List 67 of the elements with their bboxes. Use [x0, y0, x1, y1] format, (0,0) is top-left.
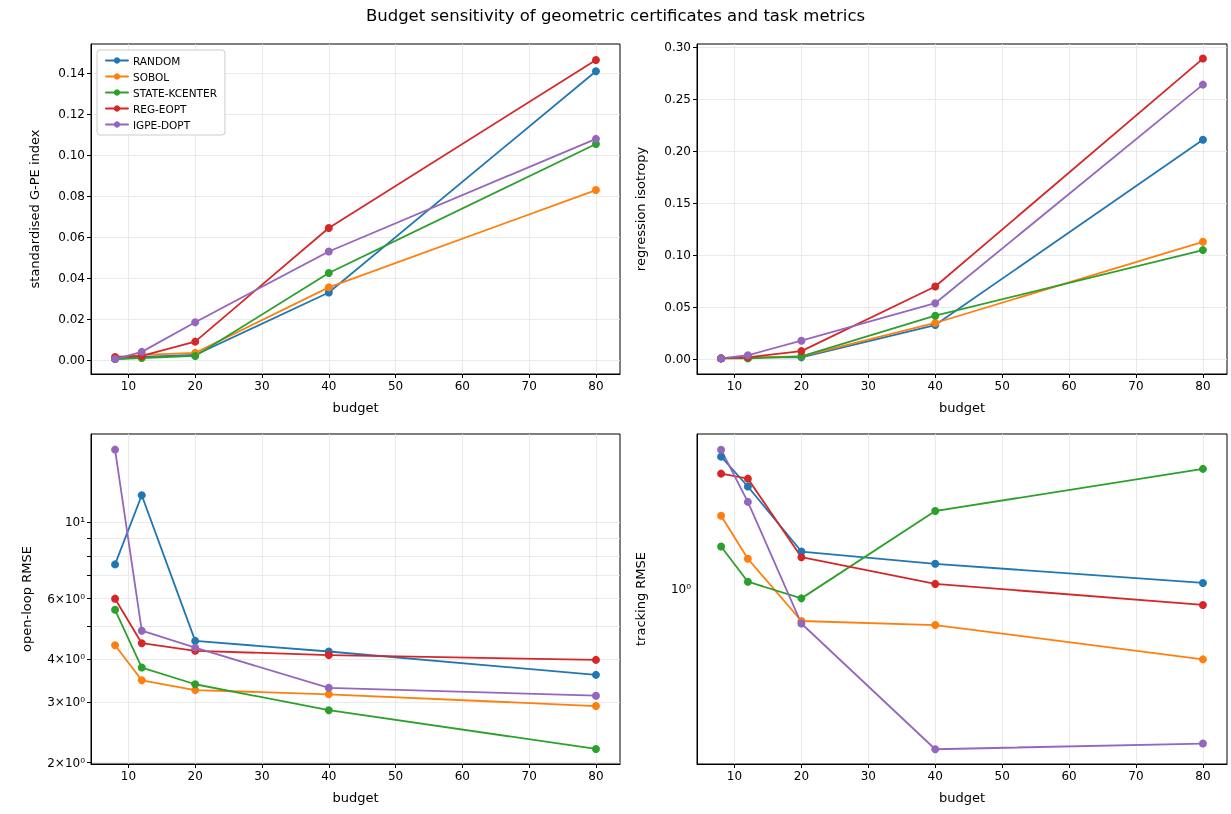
x-tick-label: 10: [120, 379, 137, 393]
y-tick-label: 0.00: [664, 352, 691, 367]
x-tick-label: 80: [1195, 769, 1211, 783]
y-tick-label: 10¹: [64, 515, 86, 530]
x-tick-label: 60: [1061, 769, 1077, 783]
y-tick-label: 0.00: [58, 353, 85, 368]
y-tick-label: 0.25: [664, 92, 691, 107]
x-tick-label: 40: [321, 379, 337, 393]
y-tick-label: 0.10: [664, 248, 691, 263]
x-tick-label: 70: [1128, 769, 1144, 783]
x-tick-label: 20: [187, 769, 203, 783]
x-tick-label: 20: [793, 379, 810, 393]
x-tick-label: 50: [387, 379, 404, 393]
legend-label: IGPE-DOPT: [133, 118, 191, 131]
x-tick-label: 60: [454, 379, 471, 393]
y-axis-title: standardised G-PE index: [27, 129, 42, 289]
y-tick-label: 6×10⁰: [47, 591, 86, 606]
legend-label: SOBOL: [133, 70, 170, 83]
x-tick-label: 80: [1195, 379, 1211, 393]
x-tick-label: 20: [187, 379, 203, 393]
y-axis-title: open-loop RMSE: [19, 546, 34, 652]
x-axis-title: budget: [332, 400, 379, 415]
y-tick-label: 0.05: [664, 300, 691, 315]
x-tick-label: 70: [1128, 379, 1144, 393]
y-axis-title: regression isotropy: [633, 146, 648, 272]
x-tick-label: 20: [793, 769, 810, 783]
x-tick-label: 30: [860, 379, 876, 393]
y-tick-label: 0.30: [664, 40, 691, 55]
x-tick-label: 50: [994, 769, 1010, 783]
x-tick-label: 30: [254, 769, 270, 783]
y-tick-label: 0.02: [58, 312, 85, 327]
legend-label: STATE-KCENTER: [133, 86, 217, 99]
x-axis-title: budget: [938, 790, 986, 805]
y-tick-label: 0.20: [664, 144, 691, 159]
x-tick-label: 60: [454, 769, 471, 783]
y-tick-label: 4×10⁰: [47, 652, 86, 667]
x-tick-label: 50: [994, 379, 1010, 393]
x-tick-label: 60: [1061, 379, 1077, 393]
x-tick-label: 80: [588, 769, 604, 783]
y-tick-label: 0.10: [58, 148, 85, 163]
x-tick-label: 50: [387, 769, 404, 783]
x-tick-label: 40: [321, 769, 337, 783]
x-tick-label: 70: [521, 769, 537, 783]
x-tick-label: 30: [254, 379, 270, 393]
x-tick-label: 30: [860, 769, 876, 783]
x-tick-label: 70: [521, 379, 537, 393]
x-tick-label: 10: [726, 379, 743, 393]
y-tick-label: 0.15: [664, 196, 691, 211]
y-tick-label: 0.08: [58, 189, 85, 204]
y-tick-label: 0.12: [58, 107, 85, 122]
text: 10⁰: [670, 582, 692, 597]
x-tick-label: 40: [927, 379, 943, 393]
y-tick-label: 3×10⁰: [47, 695, 86, 710]
y-tick-label: 0.14: [58, 66, 85, 81]
x-tick-label: 10: [726, 769, 743, 783]
y-tick-label: 0.04: [58, 271, 85, 286]
x-axis-title: budget: [938, 400, 986, 415]
x-tick-label: 10: [120, 769, 137, 783]
x-tick-label: 80: [588, 379, 604, 393]
y-tick-label: 2×10⁰: [47, 755, 86, 770]
chart-title: Budget sensitivity of geometric certificates and task metrics: [364, 6, 867, 25]
x-axis-title: budget: [332, 790, 379, 805]
y-axis-title: tracking RMSE: [633, 551, 648, 647]
legend-label: REG-EOPT: [133, 102, 188, 115]
legend-label: RANDOM: [133, 54, 181, 67]
y-tick-label: 0.06: [58, 230, 85, 245]
x-tick-label: 40: [927, 769, 943, 783]
